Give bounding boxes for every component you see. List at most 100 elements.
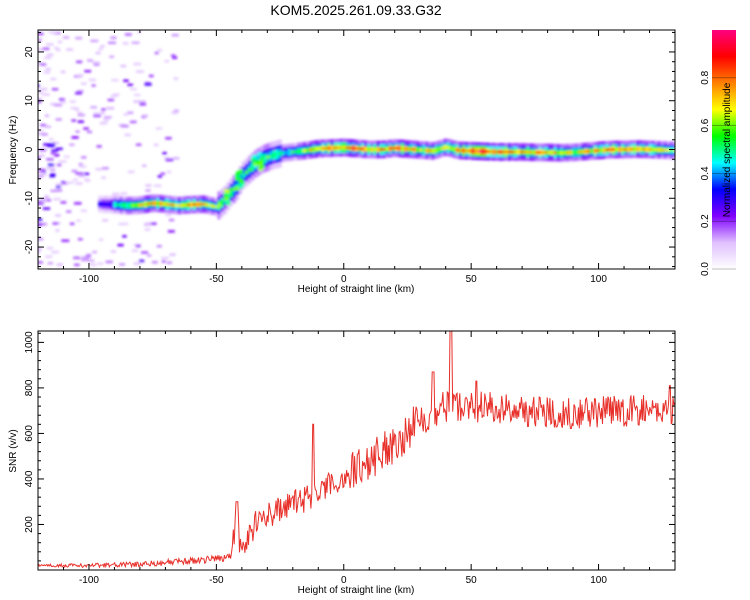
heatmap-cell: [139, 102, 147, 106]
heatmap-cell: [105, 260, 113, 264]
heatmap-cell: [69, 222, 75, 226]
heatmap-cell: [110, 250, 116, 253]
heatmap-cell: [535, 151, 539, 154]
heatmap-cell: [76, 60, 83, 64]
x-tick-label: 0: [341, 274, 347, 285]
heatmap-cell: [42, 207, 51, 210]
heatmap-cell: [123, 113, 129, 116]
heatmap-cell: [43, 56, 52, 60]
heatmap-cell: [125, 204, 129, 207]
colorbar-tick-label: 0.8: [700, 70, 711, 84]
heatmap-cell: [77, 113, 85, 117]
heatmap-cell: [54, 103, 63, 107]
heatmap-cell: [318, 147, 322, 150]
heatmap-cell: [587, 150, 591, 153]
heatmap-cell: [53, 31, 61, 35]
heatmap-cell: [599, 149, 603, 152]
heatmap-cell: [111, 78, 119, 82]
heatmap-cell: [645, 148, 649, 151]
heatmap-cell: [45, 255, 53, 258]
heatmap-cell: [129, 87, 137, 91]
heatmap-cell: [166, 170, 172, 174]
heatmap-cell: [397, 147, 401, 150]
heatmap-cell: [388, 147, 392, 150]
heatmap-cell: [75, 36, 83, 40]
heatmap-cell: [40, 173, 48, 176]
heatmap-cell: [529, 151, 533, 154]
heatmap-cell: [113, 203, 117, 206]
heatmap-cell: [266, 155, 270, 160]
heatmap-cell: [382, 148, 386, 151]
heatmap-cell: [156, 202, 160, 205]
heatmap-cell: [510, 150, 515, 154]
heatmap-cell: [99, 122, 108, 125]
heatmap-cell: [296, 150, 301, 153]
heatmap-cell: [260, 157, 264, 162]
heatmap-cell: [186, 203, 191, 207]
heatmap-cell: [648, 148, 652, 151]
heatmap-cell: [581, 150, 585, 153]
heatmap-cell: [48, 31, 57, 34]
heatmap-cell: [339, 146, 343, 149]
heatmap-cell: [98, 202, 102, 206]
heatmap-cell: [636, 147, 640, 151]
heatmap-cell: [46, 158, 54, 161]
heatmap-cell: [364, 147, 368, 151]
colorbar-tick-label: 0.0: [700, 262, 711, 276]
heatmap-cell: [565, 151, 570, 154]
heatmap-cell: [76, 219, 81, 222]
heatmap-cell: [80, 209, 87, 213]
heatmap-cell: [98, 238, 104, 241]
heatmap-cell: [156, 244, 162, 248]
heatmap-cell: [669, 149, 674, 152]
heatmap-cell: [79, 165, 87, 168]
heatmap-cell: [562, 151, 567, 154]
heatmap-cell: [135, 244, 141, 248]
heatmap-cell: [254, 161, 258, 166]
heatmap-cell: [155, 127, 163, 130]
heatmap-cell: [106, 107, 115, 110]
heatmap-cell: [112, 93, 120, 96]
heatmap-cell: [391, 147, 395, 150]
heatmap-cell: [440, 147, 444, 150]
heatmap-cell: [489, 150, 493, 153]
heatmap-cell: [627, 148, 631, 151]
heatmap-cell: [498, 150, 502, 154]
heatmap-cell: [44, 199, 52, 202]
heatmap-cell: [46, 53, 54, 57]
heatmap-cell: [133, 62, 142, 66]
y-tick-label: 200: [24, 516, 35, 533]
heatmap-cell: [192, 203, 197, 206]
heatmap-cell: [122, 204, 126, 207]
heatmap-cell: [431, 149, 435, 153]
heatmap-cell: [124, 133, 131, 137]
heatmap-cell: [547, 151, 551, 154]
heatmap-cell: [107, 203, 111, 206]
heatmap-cell: [483, 150, 487, 153]
heatmap-cell: [315, 147, 319, 151]
heatmap-cell: [93, 112, 100, 115]
heatmap-cell: [85, 179, 91, 182]
heatmap-cell: [385, 147, 389, 151]
heatmap-cell: [76, 90, 84, 93]
heatmap-cell: [38, 129, 44, 132]
heatmap-cell: [129, 120, 137, 124]
heatmap-cell: [468, 149, 472, 153]
heatmap-cell: [220, 200, 224, 205]
heatmap-cell: [41, 133, 48, 136]
heatmap-cell: [53, 197, 61, 201]
heatmap-cell: [596, 149, 600, 152]
heatmap-cell: [171, 54, 176, 57]
heatmap-cell: [65, 181, 74, 184]
heatmap-cell: [517, 150, 521, 154]
heatmap-cell: [164, 59, 169, 63]
heatmap-cell: [553, 151, 557, 154]
heatmap-cell: [89, 263, 97, 267]
heatmap-cell: [171, 111, 178, 114]
heatmap-cell: [103, 115, 112, 119]
heatmap-cell: [614, 148, 619, 151]
heatmap-cell: [38, 100, 42, 104]
heatmap-cell: [361, 147, 365, 151]
heatmap-cell: [54, 214, 62, 217]
heatmap-cell: [76, 74, 84, 77]
